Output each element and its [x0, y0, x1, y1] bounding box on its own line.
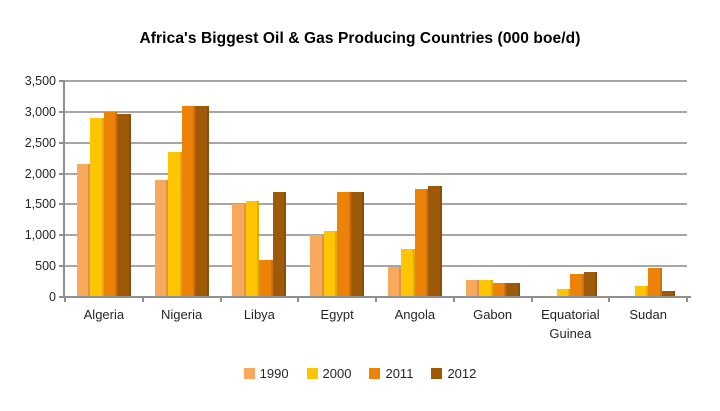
x-axis-tick [141, 297, 144, 302]
bar-egypt-2011 [337, 192, 351, 297]
bar-nigeria-2000 [168, 151, 182, 297]
bar-gabon-1990 [465, 280, 480, 297]
legend-item-2000: 2000 [306, 366, 352, 381]
bar-algeria-2011 [103, 111, 118, 297]
x-axis-tick [686, 297, 688, 302]
bar-algeria-1990 [76, 164, 91, 297]
x-axis-tick [375, 297, 377, 302]
legend-swatch-2000 [306, 368, 318, 379]
bar-equatorial-guinea-2012 [583, 272, 598, 297]
y-axis-label-3,000: 3,000 [24, 104, 56, 119]
x-axis-label-equatorial-guinea: Equatorial Guinea [541, 307, 600, 341]
x-axis-tick [64, 297, 66, 302]
legend-label-2012: 2012 [447, 366, 477, 381]
bar-angola-2000 [401, 249, 415, 297]
gridline-1,500 [65, 203, 687, 206]
bar-sudan-2011 [648, 268, 662, 297]
chart-legend: 1990 2000 2011 2012 [0, 366, 720, 381]
y-axis-tick [59, 203, 64, 206]
bar-nigeria-2012 [195, 105, 209, 297]
gridline-1,000 [65, 234, 687, 237]
legend-swatch-2011 [369, 368, 381, 379]
x-axis-tick [452, 297, 455, 302]
bar-libya-2011 [259, 259, 273, 297]
x-axis-tick [608, 297, 611, 302]
legend-item-1990: 1990 [243, 366, 289, 381]
gridline-3,000 [65, 110, 687, 113]
y-axis-label-1,000: 1,000 [24, 228, 56, 243]
y-axis-tick [59, 296, 64, 298]
bar-equatorial-guinea-2011 [570, 273, 584, 297]
gridline-2,000 [65, 172, 687, 175]
y-axis-tick [59, 141, 64, 144]
plot-area [65, 80, 687, 297]
legend-swatch-2012 [431, 368, 443, 379]
x-axis-label-algeria: Algeria [83, 307, 125, 322]
bar-libya-2012 [272, 192, 287, 297]
bar-equatorial-guinea-2000 [556, 288, 571, 297]
y-axis-tick [59, 80, 64, 82]
y-axis-tick [59, 234, 64, 237]
bar-algeria-2000 [90, 118, 104, 297]
x-axis-label-libya: Libya [243, 307, 275, 322]
bar-algeria-2012 [117, 114, 131, 297]
x-axis-label-nigeria: Nigeria [161, 307, 203, 322]
x-axis-tick [297, 297, 300, 302]
bar-egypt-2012 [350, 192, 365, 297]
y-axis-label-3,500: 3,500 [24, 74, 56, 88]
bar-libya-1990 [232, 204, 246, 297]
bar-angola-2012 [428, 185, 442, 297]
y-axis-label-0: 0 [49, 290, 56, 304]
gridline-2,500 [65, 141, 687, 144]
y-axis-label-500: 500 [35, 259, 56, 274]
y-axis-tick [59, 110, 64, 113]
x-axis-label-angola: Angola [394, 307, 436, 322]
bar-angola-1990 [387, 267, 402, 297]
legend-label-2000: 2000 [322, 366, 352, 381]
bar-angola-2011 [414, 189, 429, 297]
x-axis-tick [530, 297, 533, 302]
bar-egypt-2000 [323, 230, 338, 297]
legend-label-1990: 1990 [259, 366, 289, 381]
legend-swatch-1990 [243, 368, 255, 379]
y-axis-tick [59, 265, 64, 268]
y-axis-label-2,000: 2,000 [24, 166, 56, 181]
x-axis-label-egypt: Egypt [320, 307, 354, 322]
legend-item-2011: 2011 [369, 366, 413, 381]
bar-sudan-2012 [661, 290, 676, 297]
y-axis-line [63, 80, 65, 298]
x-axis-tick [219, 297, 222, 302]
gridline-500 [65, 265, 687, 268]
bar-libya-2000 [245, 201, 260, 297]
x-axis-label-gabon: Gabon [473, 307, 513, 322]
bar-gabon-2000 [479, 280, 493, 297]
bar-sudan-2000 [634, 285, 649, 297]
bar-egypt-1990 [310, 235, 324, 297]
y-axis-tick [59, 172, 64, 175]
bar-gabon-2012 [506, 282, 520, 297]
y-axis-label-2,500: 2,500 [24, 135, 56, 150]
x-axis-label-sudan: Sudan [629, 307, 667, 322]
bar-gabon-2011 [492, 282, 507, 297]
chart-title: Africa's Biggest Oil & Gas Producing Cou… [139, 30, 581, 47]
legend-label-2011: 2011 [385, 366, 414, 381]
bar-nigeria-1990 [154, 179, 169, 297]
y-axis-label-1,500: 1,500 [24, 197, 56, 212]
legend-item-2012: 2012 [431, 366, 476, 381]
gridline-3,500 [65, 80, 687, 82]
bar-nigeria-2011 [181, 105, 196, 297]
